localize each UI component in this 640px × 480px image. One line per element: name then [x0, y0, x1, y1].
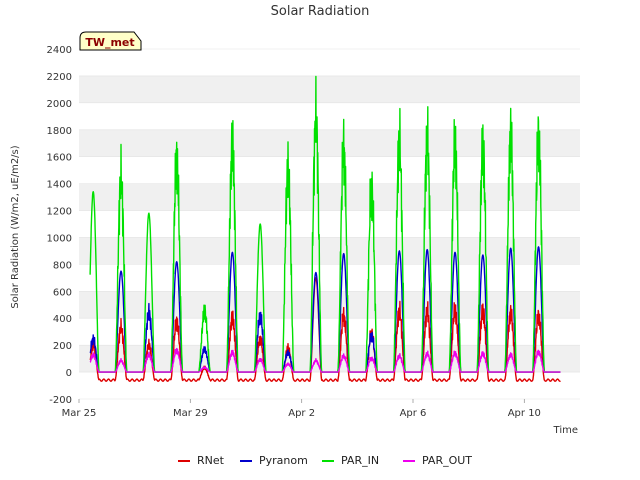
y-tick-label: 1000 [47, 233, 72, 244]
legend-label: PAR_IN [341, 454, 379, 467]
series-line-par-out [89, 347, 561, 373]
y-tick-label: 1800 [47, 126, 72, 137]
title-badge: TW_met [79, 31, 142, 51]
y-tick-label: 2400 [47, 45, 72, 56]
x-tick-label: Apr 6 [400, 408, 427, 419]
chart-title: Solar Radiation [271, 4, 370, 19]
y-tick-label: 400 [53, 314, 72, 325]
y-tick-label: 600 [53, 287, 72, 298]
x-axis: Mar 25 Mar 29 Apr 2 Apr 6 Apr 10 [62, 399, 541, 419]
grid-band [79, 129, 580, 157]
title-badge-text: TW_met [85, 36, 134, 49]
y-tick-label: 2000 [47, 99, 72, 110]
legend-label: RNet [197, 454, 225, 467]
grid-band [79, 183, 580, 211]
x-tick-label: Apr 2 [288, 408, 315, 419]
y-tick-label: 800 [53, 260, 72, 271]
grid-band [79, 237, 580, 265]
y-axis-title: Solar Radiation (W/m2, uE/m2/s) [10, 145, 21, 308]
plot-area [79, 49, 580, 399]
y-tick-label: -200 [49, 395, 72, 406]
y-tick-label: 1600 [47, 153, 72, 164]
y-tick-label: 2200 [47, 72, 72, 83]
title-badge-shape [79, 31, 142, 51]
legend-item: RNet [178, 454, 225, 467]
grid-band [79, 345, 580, 373]
y-tick-label: 200 [53, 341, 72, 352]
legend-item: Pyranom [240, 454, 308, 467]
y-tick-label: 1200 [47, 207, 72, 218]
y-tick-label: 0 [66, 368, 72, 379]
legend-item: PAR_OUT [403, 454, 472, 467]
x-axis-title: Time [553, 425, 578, 436]
legend-item: PAR_IN [322, 454, 379, 467]
x-tick-label: Apr 10 [508, 408, 541, 419]
legend: RNet Pyranom PAR_IN PAR_OUT [178, 454, 472, 467]
y-tick-label: 1400 [47, 180, 72, 191]
grid-band [79, 291, 580, 319]
series-line-rnet [89, 277, 561, 382]
grid-band [79, 75, 580, 103]
x-tick-label: Mar 29 [173, 408, 208, 419]
legend-label: PAR_OUT [422, 454, 472, 467]
series-layer [89, 75, 561, 382]
y-axis: -200 0 200 400 600 800 1000 1200 1400 1600 1800 200… [47, 45, 72, 406]
x-tick-label: Mar 25 [62, 408, 97, 419]
legend-label: Pyranom [259, 454, 308, 467]
